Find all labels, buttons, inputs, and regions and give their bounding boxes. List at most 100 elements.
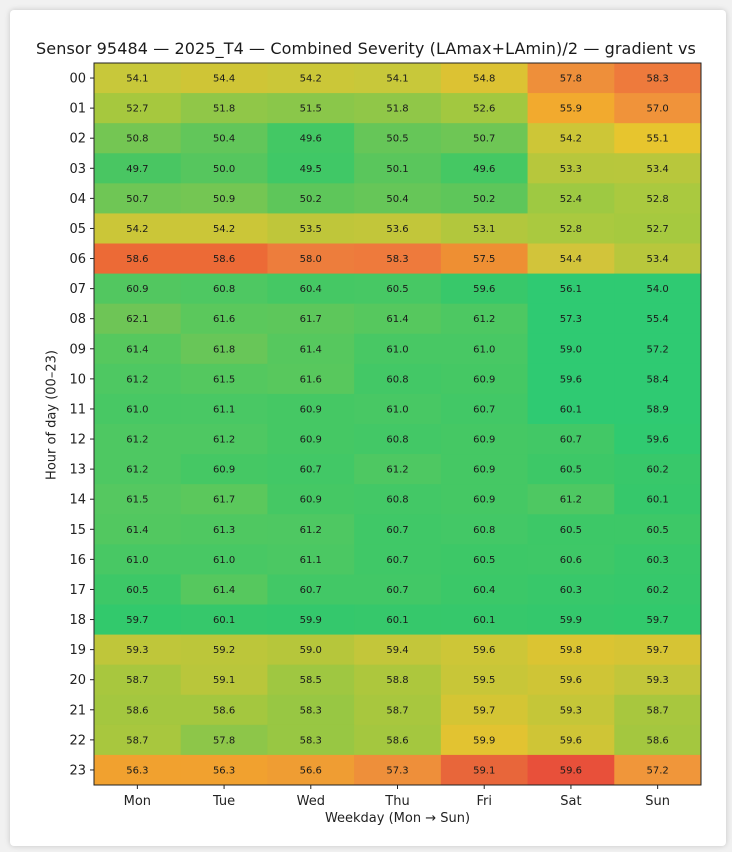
cell-value-label: 57.0 [647, 104, 669, 115]
heatmap-cell [527, 574, 615, 605]
cell-value-label: 59.9 [560, 615, 582, 626]
y-tick-label: 15 [69, 523, 86, 538]
cell-value-label: 61.2 [560, 495, 582, 506]
heatmap-cell [354, 754, 442, 786]
heatmap-cell [614, 183, 702, 214]
cell-value-label: 61.5 [126, 495, 148, 506]
cell-value-label: 54.2 [213, 224, 235, 235]
cell-value-label: 58.5 [300, 675, 322, 686]
heatmap-cell [440, 243, 529, 275]
heatmap-cell [354, 333, 442, 365]
cell-value-label: 61.1 [300, 555, 322, 566]
cell-value-label: 52.6 [473, 104, 495, 115]
heatmap-cell [354, 303, 442, 335]
cell-value-label: 61.4 [126, 525, 148, 536]
cell-value-label: 59.7 [126, 615, 148, 626]
cell-value-label: 58.3 [300, 705, 322, 716]
heatmap-cell [614, 544, 702, 575]
heatmap-cell [614, 363, 702, 395]
heatmap-cell [527, 153, 615, 184]
cell-value-label: 61.4 [213, 585, 235, 596]
cell-value-label: 60.9 [300, 435, 322, 446]
y-tick-label: 18 [69, 613, 86, 628]
cell-value-label: 59.6 [647, 435, 669, 446]
heatmap-cell [267, 754, 355, 786]
cell-value-label: 61.5 [213, 374, 235, 385]
cell-value-label: 57.2 [647, 344, 669, 355]
heatmap-cell [440, 574, 529, 605]
cell-value-label: 61.4 [386, 314, 408, 325]
cell-value-label: 59.3 [560, 705, 582, 716]
heatmap-cell [527, 63, 615, 94]
y-tick-label: 02 [69, 132, 86, 147]
heatmap-cell [354, 544, 442, 575]
heatmap-cell [94, 544, 182, 575]
heatmap-cell [180, 333, 268, 365]
x-axis-label: Weekday (Mon → Sun) [324, 811, 471, 826]
heatmap-cell [267, 213, 355, 244]
heatmap-cell [267, 183, 355, 214]
heatmap-cell [180, 544, 268, 575]
heatmap-cell [94, 183, 182, 214]
cell-value-label: 58.6 [213, 705, 235, 716]
heatmap-cell [354, 424, 442, 455]
cell-value-label: 60.9 [126, 284, 148, 295]
cell-value-label: 60.9 [300, 404, 322, 415]
cell-value-label: 61.0 [386, 344, 408, 355]
cell-value-label: 54.8 [473, 74, 495, 85]
cell-value-label: 59.7 [647, 645, 669, 656]
heatmap-cell [614, 694, 702, 726]
heatmap-cell [94, 664, 182, 696]
cell-value-label: 60.9 [473, 374, 495, 385]
heatmap-cell [267, 153, 355, 184]
heatmap-cell [614, 63, 702, 94]
chart-title-container: Sensor 95484 — 2025_T4 — Combined Severi… [33, 30, 707, 70]
cell-value-label: 56.1 [560, 284, 582, 295]
y-tick-label: 23 [69, 763, 86, 778]
cell-value-label: 59.6 [560, 374, 582, 385]
heatmap-cell [354, 664, 442, 696]
cell-value-label: 58.3 [647, 74, 669, 85]
heatmap-cell [527, 694, 615, 726]
cell-value-label: 61.4 [300, 344, 322, 355]
heatmap-cell [527, 514, 615, 545]
cell-value-label: 51.8 [386, 104, 408, 115]
cell-value-label: 60.7 [473, 404, 495, 415]
cell-value-label: 60.7 [300, 585, 322, 596]
heatmap-cell [354, 183, 442, 214]
heatmap-cell [614, 273, 702, 305]
cell-value-label: 58.6 [386, 735, 408, 746]
cell-value-label: 61.3 [213, 525, 235, 536]
y-tick-label: 01 [69, 102, 86, 117]
cell-value-label: 57.5 [473, 254, 495, 265]
cell-value-label: 61.2 [213, 435, 235, 446]
heatmap-cell [527, 664, 615, 696]
cell-value-label: 60.1 [213, 615, 235, 626]
heatmap-cell [180, 183, 268, 214]
heatmap-cell [267, 634, 355, 666]
cell-value-label: 54.2 [560, 134, 582, 145]
cell-value-label: 58.6 [126, 254, 148, 265]
x-tick-label: Tue [212, 794, 235, 809]
y-tick-label: 05 [69, 222, 86, 237]
cell-value-label: 60.7 [386, 555, 408, 566]
heatmap-cell [614, 484, 702, 515]
heatmap-cell [440, 93, 529, 124]
cell-value-label: 50.7 [126, 194, 148, 205]
heatmap-cell [354, 273, 442, 305]
cell-value-label: 60.9 [473, 435, 495, 446]
cell-value-label: 53.6 [386, 224, 408, 235]
heatmap-cell [94, 123, 182, 154]
heatmap-cell [614, 333, 702, 365]
x-axis-ticks: Mon Tue Wed Thu Fri Sat Sun [124, 785, 670, 809]
cell-value-label: 50.2 [300, 194, 322, 205]
heatmap-cell [180, 424, 268, 455]
heatmap-cell [354, 694, 442, 726]
x-tick-label: Mon [124, 794, 151, 809]
heatmap-cell [180, 514, 268, 545]
heatmap-cell [267, 93, 355, 124]
cell-value-label: 61.2 [126, 374, 148, 385]
heatmap-cell [94, 724, 182, 756]
heatmap-cell [354, 123, 442, 154]
y-tick-label: 10 [69, 372, 86, 387]
